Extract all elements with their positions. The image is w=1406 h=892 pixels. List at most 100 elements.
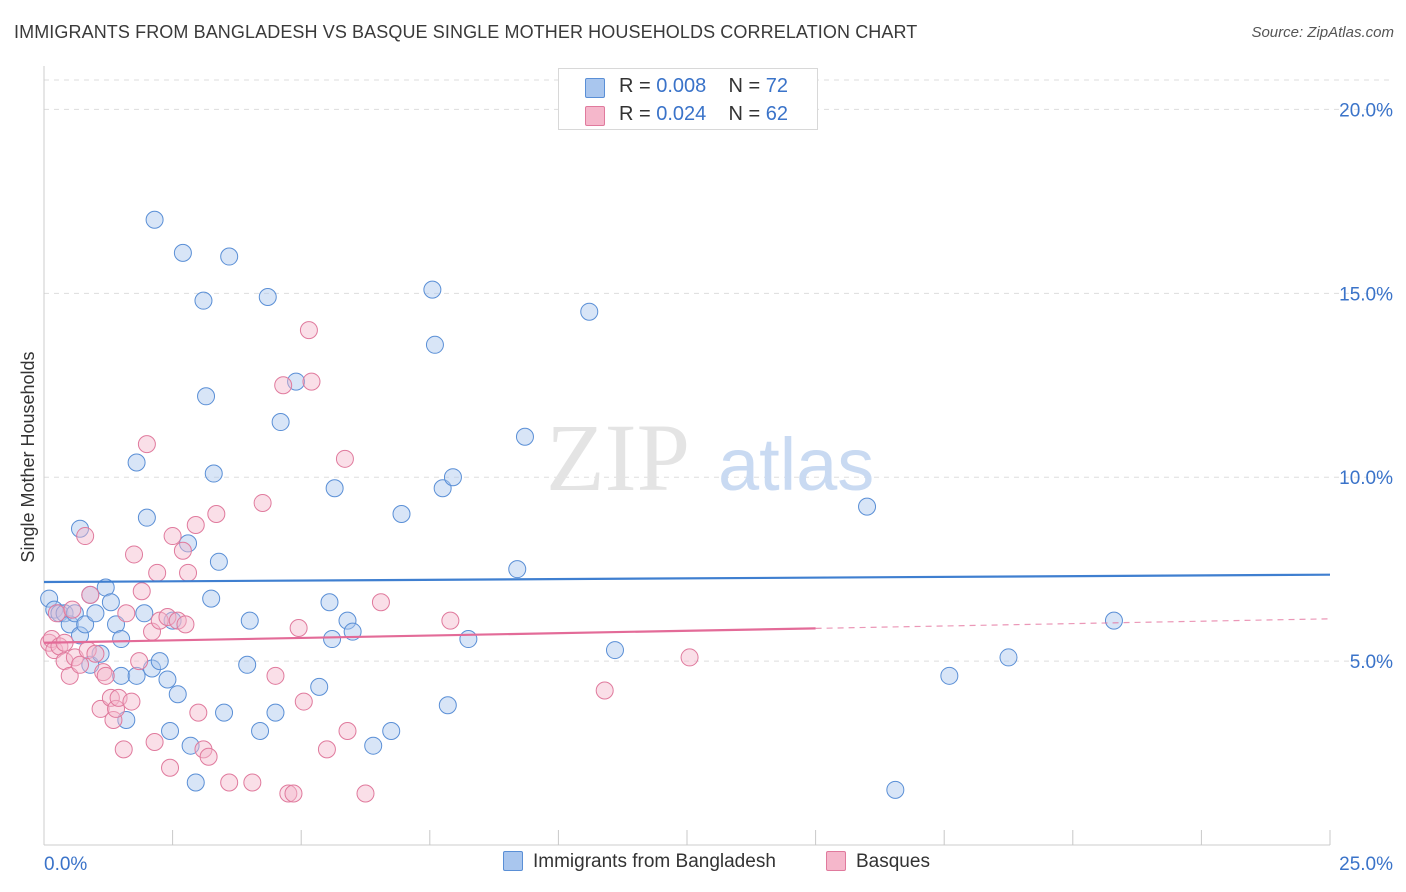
point-bangladesh — [459, 630, 478, 649]
point-bangladesh — [320, 593, 339, 612]
point-bangladesh — [605, 641, 624, 660]
point-bangladesh — [127, 666, 146, 685]
point-bangladesh — [112, 630, 131, 649]
point-bangladesh — [1104, 611, 1123, 630]
point-basques — [274, 376, 293, 395]
point-bangladesh — [158, 670, 177, 689]
point-basques — [122, 692, 141, 711]
point-bangladesh — [238, 655, 257, 674]
trend-layer — [43, 573, 1331, 644]
point-bangladesh — [161, 721, 180, 740]
point-bangladesh — [117, 710, 136, 729]
point-bangladesh — [425, 335, 444, 354]
legend-r-value: 0.008 — [656, 75, 707, 97]
bottom-legend-swatch-series2 — [826, 851, 846, 871]
point-bangladesh — [60, 615, 79, 634]
point-bangladesh — [423, 280, 442, 299]
chart-title: IMMIGRANTS FROM BANGLADESH VS BASQUE SIN… — [14, 22, 918, 42]
point-bangladesh — [112, 666, 131, 685]
chart-source: Source: ZipAtlas.com — [1251, 24, 1394, 41]
point-basques — [284, 784, 303, 803]
y-tick-label: 5.0% — [1350, 652, 1393, 673]
legend-n-label: N = — [728, 103, 766, 125]
point-bangladesh — [886, 780, 905, 799]
point-bangladesh — [858, 497, 877, 516]
point-basques — [371, 593, 390, 612]
point-basques — [130, 652, 149, 671]
point-basques — [680, 648, 699, 667]
x-tick-label: 0.0% — [44, 854, 87, 875]
point-basques — [125, 545, 144, 564]
point-basques — [220, 773, 239, 792]
point-basques — [253, 493, 272, 512]
point-basques — [335, 449, 354, 468]
watermark-suffix: atlas — [718, 423, 874, 506]
point-basques — [176, 615, 195, 634]
point-basques — [132, 582, 151, 601]
point-basques — [76, 527, 95, 546]
trend-line-basques — [43, 627, 816, 644]
grid-layer — [44, 79, 1392, 662]
point-basques — [299, 321, 318, 340]
point-bangladesh — [240, 611, 259, 630]
point-bangladesh — [266, 703, 285, 722]
point-bangladesh — [204, 464, 223, 483]
point-bangladesh — [168, 685, 187, 704]
labels-layer: 5.0% 10.0% 15.0% 20.0% 0.0% 25.0% Single Mothe… — [18, 100, 1393, 875]
trend-line-basques-dashed — [815, 618, 1331, 629]
point-basques — [289, 619, 308, 638]
point-bangladesh — [382, 721, 401, 740]
point-bangladesh — [325, 479, 344, 498]
point-bangladesh — [338, 611, 357, 630]
point-bangladesh — [508, 560, 527, 579]
point-basques — [595, 681, 614, 700]
point-basques — [179, 563, 198, 582]
point-bangladesh — [137, 508, 156, 527]
point-bangladesh — [202, 589, 221, 608]
point-basques — [207, 504, 226, 523]
point-basques — [60, 666, 79, 685]
point-bangladesh — [86, 604, 105, 623]
x-tick-label: 25.0% — [1339, 854, 1393, 875]
point-bangladesh — [209, 552, 228, 571]
point-basques — [302, 372, 321, 391]
point-bangladesh — [186, 773, 205, 792]
point-basques — [243, 773, 262, 792]
point-basques — [63, 600, 82, 619]
point-basques — [199, 747, 218, 766]
point-basques — [114, 740, 133, 759]
point-bangladesh — [173, 243, 192, 262]
point-bangladesh — [580, 302, 599, 321]
point-bangladesh — [323, 630, 342, 649]
point-bangladesh — [999, 648, 1018, 667]
bottom-legend-label-series2: Basques — [856, 851, 930, 872]
point-bangladesh — [220, 247, 239, 266]
y-tick-label: 20.0% — [1339, 100, 1393, 121]
bottom-legend-label-series1: Immigrants from Bangladesh — [533, 851, 776, 872]
point-bangladesh — [443, 468, 462, 487]
point-basques — [441, 611, 460, 630]
point-basques — [294, 692, 313, 711]
point-bangladesh — [215, 703, 234, 722]
point-bangladesh — [145, 210, 164, 229]
trend-line-bangladesh — [43, 573, 1331, 584]
legend-r-value: 0.024 — [656, 103, 707, 125]
point-basques — [137, 435, 156, 454]
y-tick-label: 10.0% — [1339, 468, 1393, 489]
point-basques — [186, 516, 205, 535]
legend-r-label: R = — [619, 103, 657, 125]
point-bangladesh — [251, 721, 270, 740]
point-bangladesh — [433, 479, 452, 498]
point-bangladesh — [438, 696, 457, 715]
point-basques — [96, 666, 115, 685]
legend-n-label: N = — [728, 75, 766, 97]
point-basques — [91, 699, 110, 718]
point-basques — [338, 721, 357, 740]
watermark: ZIP — [546, 404, 690, 511]
point-basques — [173, 541, 192, 560]
point-basques — [86, 644, 105, 663]
point-basques — [101, 688, 120, 707]
axes-layer — [43, 66, 1331, 846]
point-basques — [107, 699, 126, 718]
